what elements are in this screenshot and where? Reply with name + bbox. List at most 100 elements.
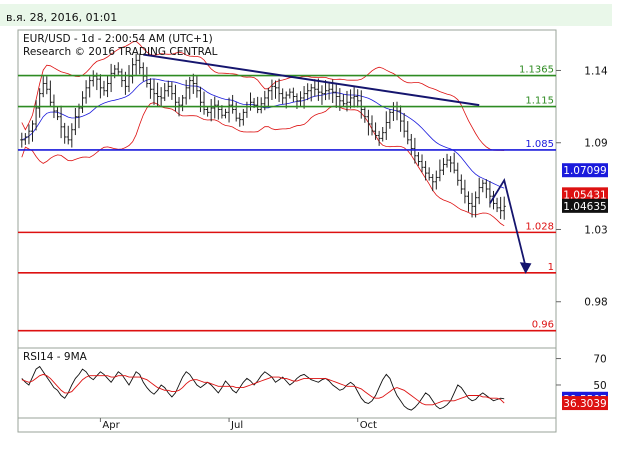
candle: [384, 111, 388, 140]
x-axis-labels: Apr Jul Oct: [99, 418, 377, 431]
level-label: 1.085: [525, 139, 554, 150]
candle: [206, 106, 210, 117]
candle: [159, 87, 163, 107]
bollinger-lower: [21, 102, 505, 227]
candle: [327, 82, 331, 100]
candle: [459, 174, 463, 194]
candle: [449, 156, 453, 173]
candle: [202, 91, 206, 115]
candle: [227, 97, 231, 123]
trendline-segment: [143, 53, 480, 107]
candle: [313, 79, 317, 97]
price-tag-label: 1.05431: [563, 189, 606, 201]
candle: [241, 108, 245, 126]
candle: [256, 96, 260, 114]
candle: [441, 158, 446, 176]
y-axis-ticks: 1.14 1.09 1.03 0.98: [556, 65, 608, 309]
candle: [30, 120, 35, 142]
candle: [463, 179, 467, 204]
y-tick-label: 1.14: [584, 65, 608, 77]
candle: [259, 97, 263, 114]
candle: [27, 124, 31, 145]
candle: [191, 73, 195, 94]
candle: [102, 80, 106, 96]
x-axis-strip: [17, 417, 557, 433]
candle: [366, 109, 371, 136]
rsi-y-ticks: 70 50: [556, 354, 607, 392]
y-tick-label: 1.03: [584, 224, 607, 236]
candle: [216, 100, 220, 120]
candle: [438, 159, 442, 182]
candle: [348, 89, 353, 109]
x-tick-label: Apr: [102, 420, 120, 431]
candle: [377, 130, 381, 146]
level-label: 1.115: [525, 96, 554, 107]
candle: [180, 94, 185, 112]
forecast-arrow: [489, 178, 532, 274]
candle: [23, 133, 27, 145]
candle: [288, 88, 292, 99]
candle: [34, 100, 38, 131]
level-label: 0.96: [532, 320, 554, 331]
rsi-series-line: [21, 373, 505, 406]
candle: [323, 80, 328, 101]
support-resistance-levels: 1.1365 1.115 1.085 1.028 1 0.96: [18, 65, 556, 332]
rsi-tick-label: 70: [593, 354, 606, 366]
candle: [80, 91, 85, 113]
candle: [381, 127, 385, 142]
candle: [270, 79, 274, 101]
price-tag: 1.04635: [562, 198, 608, 213]
candle: [155, 82, 160, 107]
candle: [231, 94, 235, 114]
candle: [373, 122, 378, 140]
forecast-path: [489, 178, 527, 268]
candle: [116, 62, 120, 76]
candle: [284, 91, 288, 109]
candle: [138, 53, 142, 75]
candle: [456, 162, 460, 186]
y-tick-label: 0.98: [584, 297, 607, 309]
candle: [66, 125, 70, 145]
candle: [423, 160, 428, 181]
candle: [20, 132, 24, 148]
rsi-tick-label: 50: [593, 380, 606, 392]
x-tick-label: Oct: [360, 420, 377, 431]
candle: [416, 152, 421, 166]
candle: [302, 86, 306, 109]
candle: [466, 191, 471, 212]
price-tag-label: 1.07099: [563, 165, 606, 177]
candle: [398, 105, 403, 132]
candle: [238, 112, 242, 127]
candle: [359, 90, 363, 119]
candle: [209, 99, 213, 122]
price-tag: 1.05431: [562, 187, 608, 202]
candle: [427, 167, 431, 181]
candle: [38, 88, 42, 118]
candle: [63, 122, 67, 144]
forecast-arrowhead: [519, 262, 532, 274]
candle: [148, 78, 153, 99]
candle: [48, 80, 52, 107]
candle: [316, 78, 320, 101]
candle: [45, 76, 49, 95]
candle: [402, 112, 406, 138]
date-label: в.я. 28, 2016, 01:01: [6, 11, 118, 24]
candle: [470, 192, 474, 218]
rsi-title: RSI14 - 9MA: [23, 351, 88, 363]
candle: [198, 86, 203, 113]
rsi-panel: [17, 347, 557, 419]
candle: [306, 83, 310, 101]
candle: [195, 75, 199, 98]
rsi-lines: [21, 365, 505, 411]
candle: [109, 63, 113, 93]
candle: [320, 85, 324, 105]
candle: [184, 79, 188, 105]
candle: [452, 152, 456, 174]
candle: [352, 87, 356, 108]
candle: [88, 76, 92, 98]
rsi-series-line: [21, 365, 505, 411]
candle: [59, 105, 63, 139]
candle: [495, 197, 499, 213]
